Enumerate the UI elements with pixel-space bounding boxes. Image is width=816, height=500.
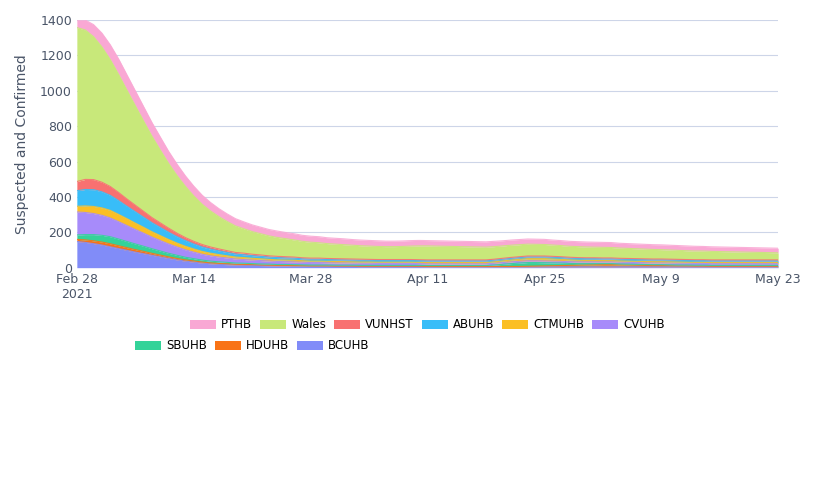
Legend: SBUHB, HDUHB, BCUHB: SBUHB, HDUHB, BCUHB (131, 334, 374, 357)
Y-axis label: Suspected and Confirmed: Suspected and Confirmed (15, 54, 29, 234)
